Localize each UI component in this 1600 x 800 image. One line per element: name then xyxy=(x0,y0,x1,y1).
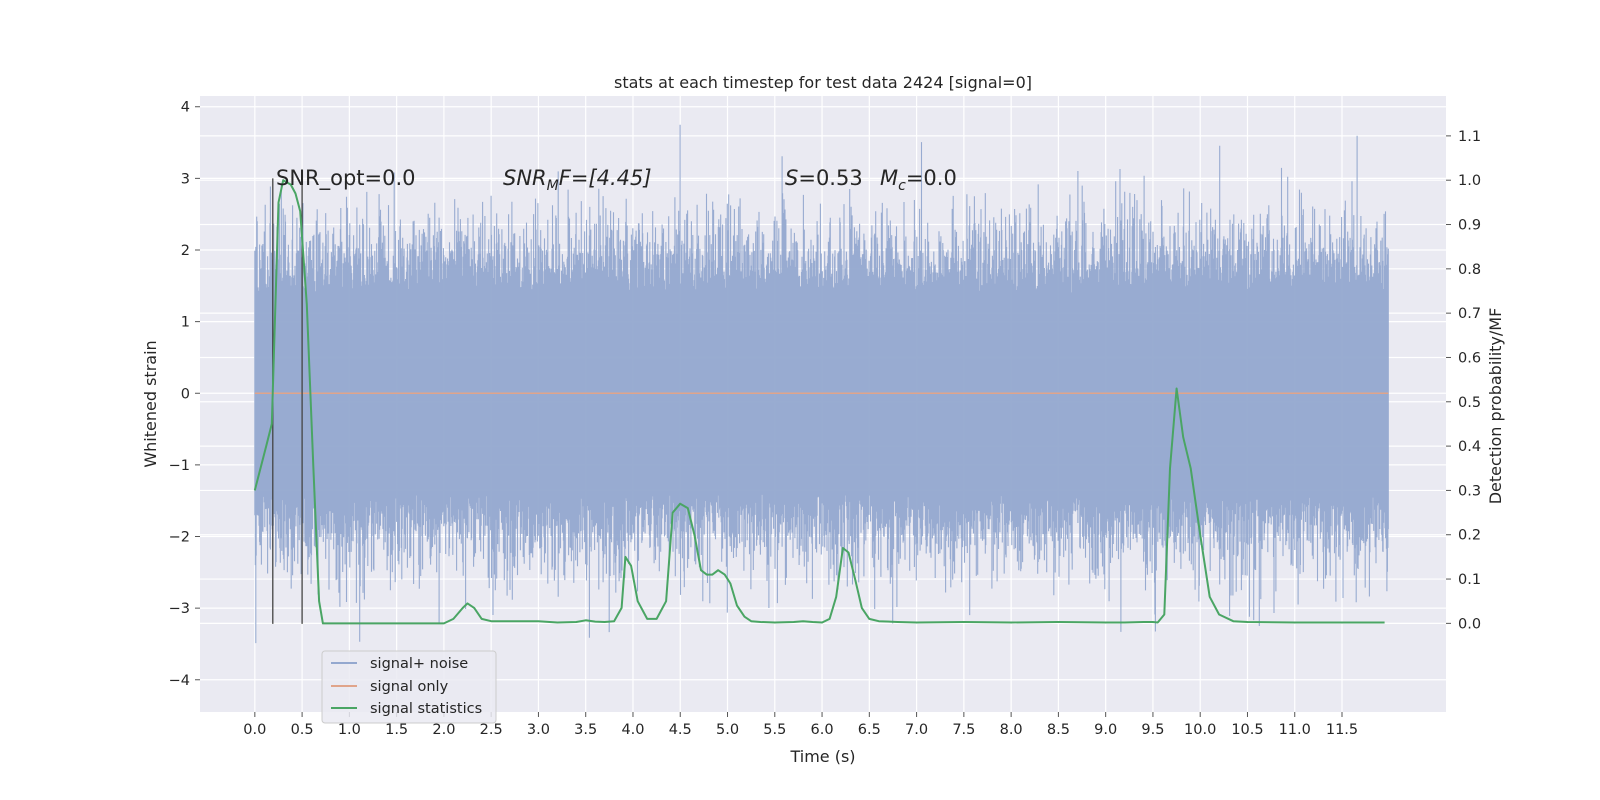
x-tick-label: 3.0 xyxy=(527,722,550,738)
x-tick-label: 6.0 xyxy=(811,722,834,738)
x-tick-label: 2.0 xyxy=(432,722,455,738)
x-tick-label: 8.0 xyxy=(1000,722,1023,738)
x-tick-label: 9.5 xyxy=(1141,722,1164,738)
y-left-tick-label: −4 xyxy=(169,673,190,689)
y-left-tick-label: 4 xyxy=(181,100,190,116)
y-left-ticks: −4 −3 −2 −1 0 1 2 3 4 xyxy=(169,100,200,689)
annotation-snr-opt: SNR_opt=0.0 xyxy=(276,166,416,191)
y-left-axis-label: Whitened strain xyxy=(141,340,160,467)
y-left-tick-label: −2 xyxy=(169,530,190,546)
x-ticks: 0.0 0.5 1.0 1.5 2.0 2.5 3.0 3.5 4.0 4.5 5.0 5.5 6.0 6… xyxy=(243,712,1358,738)
annotation-mc-value: =0.0 xyxy=(906,166,957,190)
y-right-tick-label: 0.2 xyxy=(1458,528,1481,544)
x-tick-label: 7.0 xyxy=(905,722,928,738)
y-right-tick-label: 0.6 xyxy=(1458,350,1481,366)
x-tick-label: 0.5 xyxy=(291,722,314,738)
y-right-tick-label: 0.9 xyxy=(1458,218,1481,234)
y-left-tick-label: −1 xyxy=(169,458,190,474)
x-tick-label: 0.0 xyxy=(243,722,266,738)
annotation-mc-sub: c xyxy=(898,178,906,194)
series-signal-statistics xyxy=(253,179,1385,625)
y-right-tick-label: 0.4 xyxy=(1458,439,1481,455)
chart-title: stats at each timestep for test data 242… xyxy=(614,73,1032,92)
legend-label-signal-only: signal only xyxy=(370,679,449,695)
y-right-axis-label: Detection probability/MF xyxy=(1486,308,1505,505)
signal-statistics-line xyxy=(253,179,1385,625)
x-tick-label: 4.5 xyxy=(669,722,692,738)
y-right-tick-label: 0.0 xyxy=(1458,616,1481,632)
annotation-snr-mf-sub: M xyxy=(547,178,559,194)
legend: signal+ noise signal only signal statist… xyxy=(321,650,497,724)
legend-label-signal-statistics: signal statistics xyxy=(370,701,482,717)
legend-label-signal-noise: signal+ noise xyxy=(370,656,468,672)
annotation-snr-mf-value: F=[4.45] xyxy=(559,166,652,190)
y-right-tick-label: 1.0 xyxy=(1458,173,1481,189)
x-tick-label: 9.0 xyxy=(1094,722,1117,738)
y-left-tick-label: 1 xyxy=(181,315,190,331)
annotation-snr-mf: SNRMF=[4.45] xyxy=(503,166,652,194)
x-tick-label: 1.5 xyxy=(385,722,408,738)
x-tick-label: 4.0 xyxy=(621,722,644,738)
x-tick-label: 6.5 xyxy=(858,722,881,738)
annotation-snr-mf-main: SNR xyxy=(503,166,547,190)
x-axis-label: Time (s) xyxy=(789,747,855,766)
x-tick-label: 5.5 xyxy=(763,722,786,738)
x-tick-label: 7.5 xyxy=(952,722,975,738)
x-tick-label: 5.0 xyxy=(716,722,739,738)
legend-box xyxy=(321,650,497,724)
x-tick-label: 10.0 xyxy=(1184,722,1216,738)
y-right-tick-label: 0.3 xyxy=(1458,483,1481,499)
y-right-ticks: 0.0 0.1 0.2 0.3 0.4 0.5 0.6 0.7 0.8 0.9 1.0 1.1 xyxy=(1446,129,1481,632)
x-tick-label: 11.5 xyxy=(1326,722,1358,738)
annotation-mc: Mc=0.0 xyxy=(880,166,957,194)
y-right-tick-label: 1.1 xyxy=(1458,129,1481,145)
y-left-tick-label: −3 xyxy=(169,601,190,617)
x-tick-label: 11.0 xyxy=(1279,722,1311,738)
y-left-tick-label: 2 xyxy=(181,243,190,259)
x-tick-label: 2.5 xyxy=(480,722,503,738)
x-tick-label: 10.5 xyxy=(1231,722,1263,738)
x-tick-label: 3.5 xyxy=(574,722,597,738)
y-left-tick-label: 3 xyxy=(181,171,190,187)
x-tick-label: 8.5 xyxy=(1047,722,1070,738)
y-left-tick-label: 0 xyxy=(181,386,190,402)
y-right-tick-label: 0.8 xyxy=(1458,262,1481,278)
y-right-tick-label: 0.7 xyxy=(1458,306,1481,322)
x-tick-label: 1.0 xyxy=(338,722,361,738)
annotation-s-symbol: S xyxy=(785,166,798,190)
annotation-s: S=0.53 xyxy=(785,166,863,190)
y-right-tick-label: 0.5 xyxy=(1458,395,1481,411)
annotation-s-value: =0.53 xyxy=(798,166,862,190)
annotation-mc-symbol: M xyxy=(880,166,898,190)
y-right-tick-label: 0.1 xyxy=(1458,572,1481,588)
